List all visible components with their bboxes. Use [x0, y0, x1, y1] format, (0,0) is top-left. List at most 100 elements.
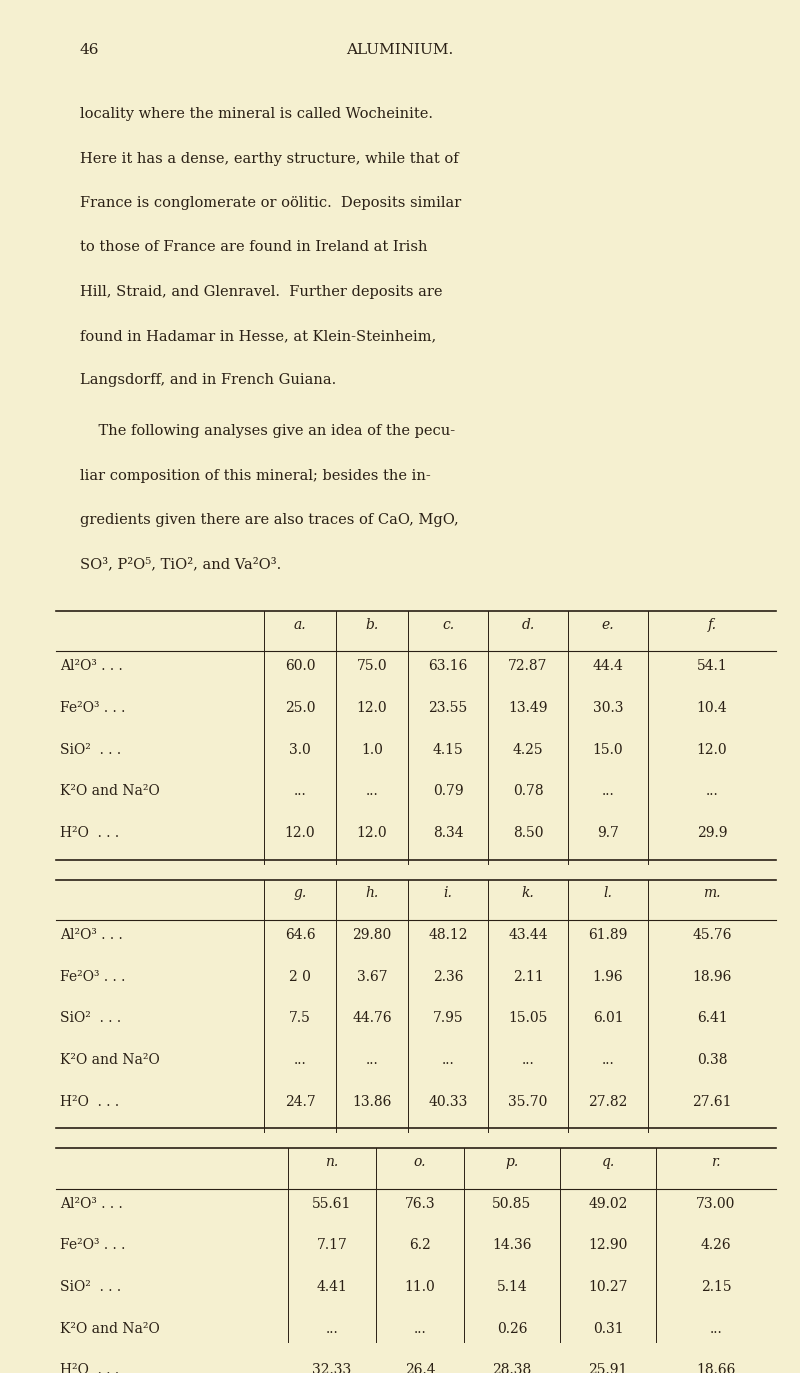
Text: 27.61: 27.61 — [692, 1094, 732, 1108]
Text: 2.15: 2.15 — [701, 1280, 731, 1293]
Text: 18.96: 18.96 — [692, 969, 732, 983]
Text: 63.16: 63.16 — [428, 659, 468, 674]
Text: SiO²  . . .: SiO² . . . — [60, 1280, 121, 1293]
Text: 0.26: 0.26 — [497, 1322, 527, 1336]
Text: Al²O³ . . .: Al²O³ . . . — [60, 928, 122, 942]
Text: 48.12: 48.12 — [428, 928, 468, 942]
Text: ...: ... — [442, 1053, 454, 1067]
Text: SO³, P²O⁵, TiO², and Va²O³.: SO³, P²O⁵, TiO², and Va²O³. — [80, 557, 282, 571]
Text: 7.5: 7.5 — [289, 1012, 311, 1026]
Text: 64.6: 64.6 — [285, 928, 315, 942]
Text: 15.0: 15.0 — [593, 743, 623, 757]
Text: ...: ... — [294, 784, 306, 798]
Text: 60.0: 60.0 — [285, 659, 315, 674]
Text: ...: ... — [294, 1053, 306, 1067]
Text: 6.2: 6.2 — [409, 1238, 431, 1252]
Text: 40.33: 40.33 — [428, 1094, 468, 1108]
Text: 54.1: 54.1 — [697, 659, 727, 674]
Text: found in Hadamar in Hesse, at Klein-Steinheim,: found in Hadamar in Hesse, at Klein-Stei… — [80, 330, 436, 343]
Text: f.: f. — [707, 618, 717, 632]
Text: 72.87: 72.87 — [508, 659, 548, 674]
Text: e.: e. — [602, 618, 614, 632]
Text: ...: ... — [366, 1053, 378, 1067]
Text: 73.00: 73.00 — [696, 1197, 736, 1211]
Text: ...: ... — [414, 1322, 426, 1336]
Text: 4.15: 4.15 — [433, 743, 463, 757]
Text: 12.0: 12.0 — [357, 827, 387, 840]
Text: 25.91: 25.91 — [588, 1363, 628, 1373]
Text: 4.25: 4.25 — [513, 743, 543, 757]
Text: 10.27: 10.27 — [588, 1280, 628, 1293]
Text: 4.41: 4.41 — [317, 1280, 347, 1293]
Text: 23.55: 23.55 — [428, 702, 468, 715]
Text: o.: o. — [414, 1155, 426, 1168]
Text: Here it has a dense, earthy structure, while that of: Here it has a dense, earthy structure, w… — [80, 152, 458, 166]
Text: locality where the mineral is called Wocheinite.: locality where the mineral is called Woc… — [80, 107, 433, 121]
Text: 4.26: 4.26 — [701, 1238, 731, 1252]
Text: 30.3: 30.3 — [593, 702, 623, 715]
Text: 28.38: 28.38 — [492, 1363, 532, 1373]
Text: d.: d. — [522, 618, 534, 632]
Text: The following analyses give an idea of the pecu-: The following analyses give an idea of t… — [80, 424, 455, 438]
Text: H²O  . . .: H²O . . . — [60, 1094, 119, 1108]
Text: 25.0: 25.0 — [285, 702, 315, 715]
Text: i.: i. — [443, 887, 453, 901]
Text: k.: k. — [522, 887, 534, 901]
Text: gredients given there are also traces of CaO, MgO,: gredients given there are also traces of… — [80, 514, 458, 527]
Text: ...: ... — [366, 784, 378, 798]
Text: 12.0: 12.0 — [285, 827, 315, 840]
Text: q.: q. — [602, 1155, 614, 1168]
Text: Fe²O³ . . .: Fe²O³ . . . — [60, 969, 126, 983]
Text: K²O and Na²O: K²O and Na²O — [60, 784, 160, 798]
Text: n.: n. — [326, 1155, 338, 1168]
Text: 43.44: 43.44 — [508, 928, 548, 942]
Text: 15.05: 15.05 — [508, 1012, 548, 1026]
Text: H²O  . . .: H²O . . . — [60, 1363, 119, 1373]
Text: 76.3: 76.3 — [405, 1197, 435, 1211]
Text: 3.0: 3.0 — [289, 743, 311, 757]
Text: 44.4: 44.4 — [593, 659, 623, 674]
Text: Al²O³ . . .: Al²O³ . . . — [60, 1197, 122, 1211]
Text: ...: ... — [326, 1322, 338, 1336]
Text: 6.41: 6.41 — [697, 1012, 727, 1026]
Text: r.: r. — [711, 1155, 721, 1168]
Text: K²O and Na²O: K²O and Na²O — [60, 1322, 160, 1336]
Text: 46: 46 — [80, 43, 99, 58]
Text: to those of France are found in Ireland at Irish: to those of France are found in Ireland … — [80, 240, 427, 254]
Text: 26.4: 26.4 — [405, 1363, 435, 1373]
Text: h.: h. — [366, 887, 378, 901]
Text: SiO²  . . .: SiO² . . . — [60, 1012, 121, 1026]
Text: g.: g. — [294, 887, 306, 901]
Text: l.: l. — [603, 887, 613, 901]
Text: ...: ... — [602, 784, 614, 798]
Text: 6.01: 6.01 — [593, 1012, 623, 1026]
Text: 0.31: 0.31 — [593, 1322, 623, 1336]
Text: Hill, Straid, and Glenravel.  Further deposits are: Hill, Straid, and Glenravel. Further dep… — [80, 284, 442, 299]
Text: ...: ... — [602, 1053, 614, 1067]
Text: 27.82: 27.82 — [588, 1094, 628, 1108]
Text: 2.11: 2.11 — [513, 969, 543, 983]
Text: SiO²  . . .: SiO² . . . — [60, 743, 121, 757]
Text: 14.36: 14.36 — [492, 1238, 532, 1252]
Text: 61.89: 61.89 — [588, 928, 628, 942]
Text: 12.0: 12.0 — [357, 702, 387, 715]
Text: 75.0: 75.0 — [357, 659, 387, 674]
Text: 50.85: 50.85 — [492, 1197, 532, 1211]
Text: 35.70: 35.70 — [508, 1094, 548, 1108]
Text: 32.33: 32.33 — [312, 1363, 352, 1373]
Text: Fe²O³ . . .: Fe²O³ . . . — [60, 1238, 126, 1252]
Text: 2.36: 2.36 — [433, 969, 463, 983]
Text: Al²O³ . . .: Al²O³ . . . — [60, 659, 122, 674]
Text: 29.9: 29.9 — [697, 827, 727, 840]
Text: 12.0: 12.0 — [697, 743, 727, 757]
Text: p.: p. — [506, 1155, 518, 1168]
Text: b.: b. — [366, 618, 378, 632]
Text: 44.76: 44.76 — [352, 1012, 392, 1026]
Text: K²O and Na²O: K²O and Na²O — [60, 1053, 160, 1067]
Text: 45.76: 45.76 — [692, 928, 732, 942]
Text: 11.0: 11.0 — [405, 1280, 435, 1293]
Text: 0.78: 0.78 — [513, 784, 543, 798]
Text: 8.50: 8.50 — [513, 827, 543, 840]
Text: 49.02: 49.02 — [588, 1197, 628, 1211]
Text: 1.96: 1.96 — [593, 969, 623, 983]
